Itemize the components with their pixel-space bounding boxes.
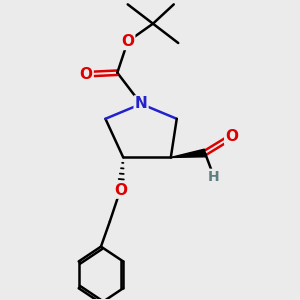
Text: O: O: [80, 67, 93, 82]
Text: H: H: [208, 170, 220, 184]
Text: O: O: [225, 129, 238, 144]
Text: O: O: [121, 34, 134, 49]
Text: O: O: [114, 183, 127, 198]
Polygon shape: [171, 149, 206, 158]
Text: N: N: [135, 96, 148, 111]
